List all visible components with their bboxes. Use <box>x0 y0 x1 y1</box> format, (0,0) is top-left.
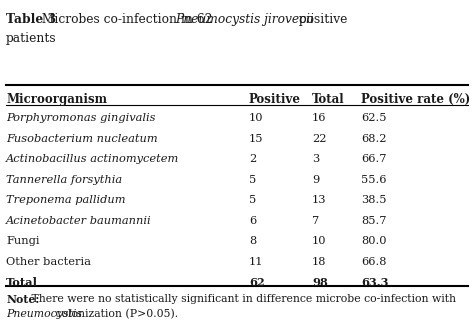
Text: 22: 22 <box>312 134 327 143</box>
Text: 5: 5 <box>249 175 256 185</box>
Text: Total: Total <box>312 93 345 106</box>
Text: Other bacteria: Other bacteria <box>6 257 91 267</box>
Text: Pneumocystis: Pneumocystis <box>6 309 82 319</box>
Text: 63.3: 63.3 <box>361 277 389 288</box>
Text: 11: 11 <box>249 257 264 267</box>
Text: 2: 2 <box>249 154 256 164</box>
Text: 62.5: 62.5 <box>361 113 387 123</box>
Text: Fungi: Fungi <box>6 236 40 246</box>
Text: 9: 9 <box>312 175 319 185</box>
Text: 8: 8 <box>249 236 256 246</box>
Text: 85.7: 85.7 <box>361 216 387 226</box>
Text: Total: Total <box>6 277 38 288</box>
Text: 55.6: 55.6 <box>361 175 387 185</box>
Text: 68.2: 68.2 <box>361 134 387 143</box>
Text: Microbes co-infection in 62: Microbes co-infection in 62 <box>38 13 217 26</box>
Text: Acinetobacter baumannii: Acinetobacter baumannii <box>6 216 152 226</box>
Text: colonization (P>0.05).: colonization (P>0.05). <box>52 309 178 319</box>
Text: 38.5: 38.5 <box>361 195 387 205</box>
Text: Note:: Note: <box>6 294 39 305</box>
Text: 6: 6 <box>249 216 256 226</box>
Text: 80.0: 80.0 <box>361 236 387 246</box>
Text: 62: 62 <box>249 277 264 288</box>
Text: 3: 3 <box>312 154 319 164</box>
Text: Fusobacterium nucleatum: Fusobacterium nucleatum <box>6 134 158 143</box>
Text: Porphyromonas gingivalis: Porphyromonas gingivalis <box>6 113 155 123</box>
Text: Table 3: Table 3 <box>6 13 56 26</box>
Text: Positive: Positive <box>249 93 301 106</box>
Text: Pneumocystis jirovecii: Pneumocystis jirovecii <box>175 13 314 26</box>
Text: 10: 10 <box>249 113 264 123</box>
Text: 5: 5 <box>249 195 256 205</box>
Text: positive: positive <box>295 13 347 26</box>
Text: Tannerella forsythia: Tannerella forsythia <box>6 175 122 185</box>
Text: 66.8: 66.8 <box>361 257 387 267</box>
Text: 10: 10 <box>312 236 327 246</box>
Text: Microorganism: Microorganism <box>6 93 107 106</box>
Text: Positive rate (%): Positive rate (%) <box>361 93 470 106</box>
Text: 16: 16 <box>312 113 327 123</box>
Text: 66.7: 66.7 <box>361 154 387 164</box>
Text: 18: 18 <box>312 257 327 267</box>
Text: 7: 7 <box>312 216 319 226</box>
Text: Treponema pallidum: Treponema pallidum <box>6 195 126 205</box>
Text: 13: 13 <box>312 195 327 205</box>
Text: 98: 98 <box>312 277 328 288</box>
Text: patients: patients <box>6 32 57 45</box>
Text: There were no statistically significant in difference microbe co-infection with: There were no statistically significant … <box>28 294 456 304</box>
Text: Actinobacillus actinomycetem: Actinobacillus actinomycetem <box>6 154 180 164</box>
Text: 15: 15 <box>249 134 264 143</box>
